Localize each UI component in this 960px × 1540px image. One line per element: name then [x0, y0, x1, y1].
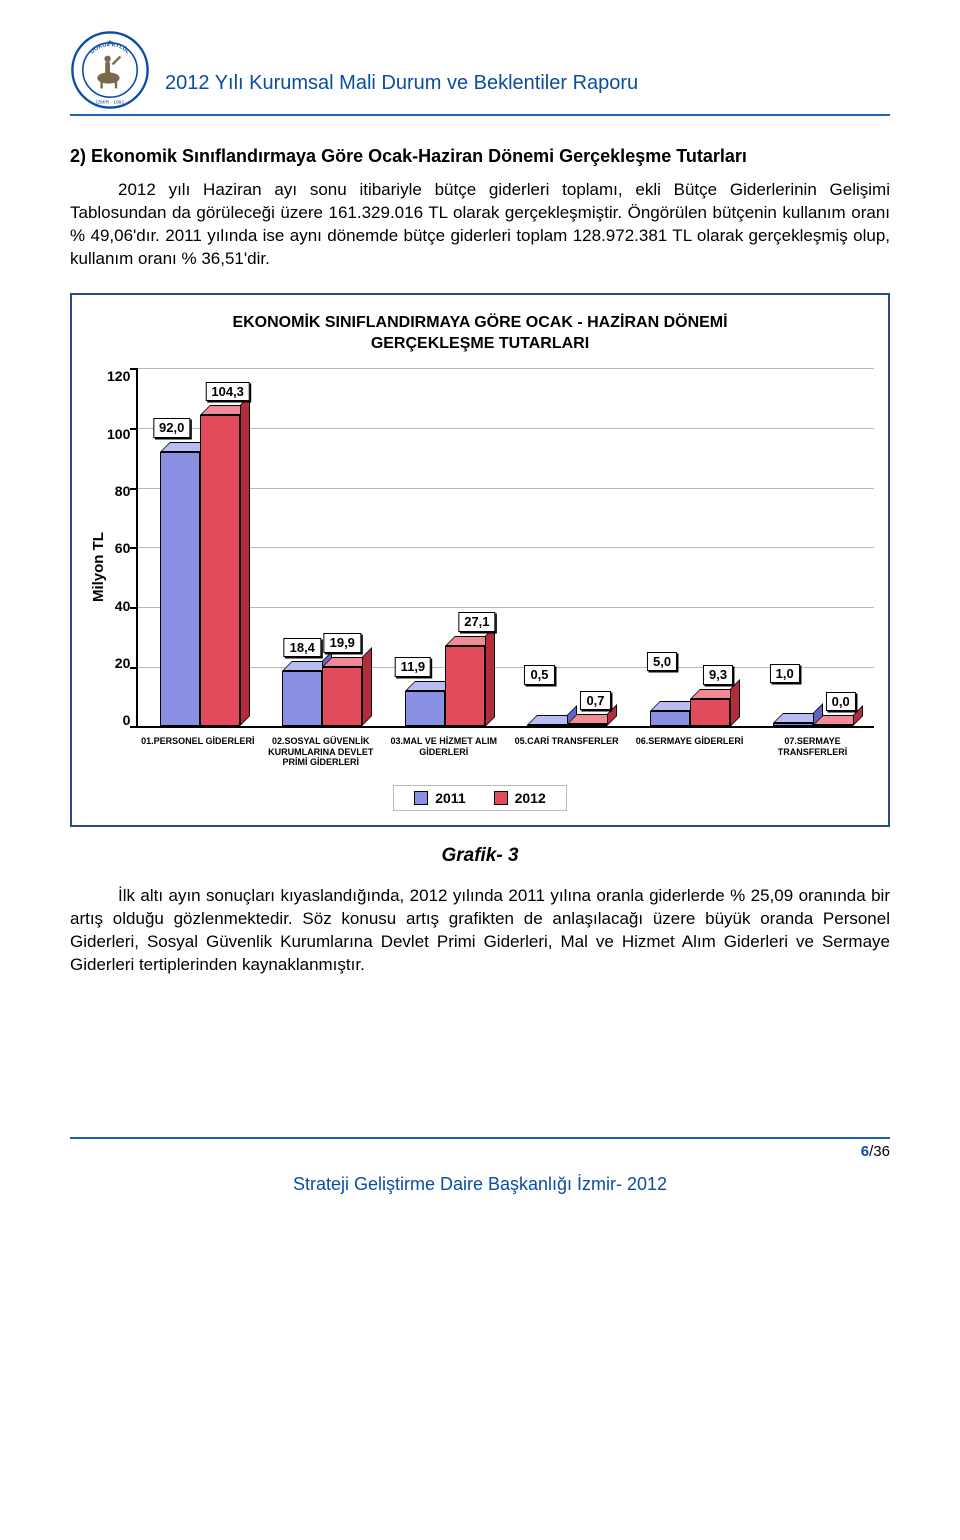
chart-title-line1: EKONOMİK SINIFLANDIRMAYA GÖRE OCAK - HAZ… [232, 314, 727, 331]
bar-value-label: 19,9 [324, 633, 361, 653]
bar [813, 725, 853, 726]
bar-value-label: 0,5 [524, 665, 554, 685]
bar-group: 11,9 27,1 [384, 368, 507, 726]
chart-container: EKONOMİK SINIFLANDIRMAYA GÖRE OCAK - HAZ… [70, 293, 890, 828]
bar-value-label: 5,0 [647, 652, 677, 672]
bar-value-label: 0,0 [826, 692, 856, 712]
y-tick-label: 60 [115, 540, 131, 556]
bar [567, 724, 607, 726]
bar [160, 452, 200, 726]
chart-plot-area: Milyon TL 120100806040200 92,0104,318,41… [86, 368, 874, 767]
university-logo: ★ DOKUZ EYLÜL İZMİR · 1982 [70, 30, 150, 110]
bar-value-label: 104,3 [205, 382, 250, 402]
bar-value-label: 1,0 [770, 664, 800, 684]
bar-value-label: 92,0 [153, 418, 190, 438]
y-tick-label: 0 [123, 712, 131, 728]
legend-item-2012: 2012 [494, 790, 546, 806]
legend-label-2012: 2012 [515, 790, 546, 806]
bar-group: 92,0 104,3 [138, 368, 261, 726]
page-header: ★ DOKUZ EYLÜL İZMİR · 1982 2012 Yılı Kur… [70, 30, 890, 110]
chart-caption: Grafik- 3 [70, 845, 890, 867]
bar [650, 711, 690, 726]
bar-group: 18,419,9 [261, 368, 384, 726]
bar-value-label: 0,7 [580, 691, 610, 711]
page-total: /36 [869, 1143, 890, 1160]
x-axis-label: 06.SERMAYE GİDERLERİ [628, 736, 751, 767]
legend-item-2011: 2011 [414, 790, 465, 806]
legend-label-2011: 2011 [435, 790, 465, 806]
x-axis-label: 03.MAL VE HİZMET ALIM GİDERLERİ [382, 736, 505, 767]
bar [773, 723, 813, 726]
page: ★ DOKUZ EYLÜL İZMİR · 1982 2012 Yılı Kur… [0, 0, 960, 1540]
bar [527, 725, 567, 726]
y-axis-label: Milyon TL [86, 368, 107, 767]
bar [282, 671, 322, 726]
legend-swatch-2011 [414, 791, 428, 805]
bar [405, 691, 445, 727]
intro-paragraph-1: 2012 yılı Haziran ayı sonu itibariyle bü… [70, 179, 890, 271]
bar-value-label: 11,9 [395, 657, 432, 677]
y-tick-label: 100 [107, 426, 130, 442]
footer-divider [70, 1137, 890, 1139]
x-axis-label: 02.SOSYAL GÜVENLİK KURUMLARINA DEVLET PR… [259, 736, 382, 767]
header-divider [70, 114, 890, 116]
report-title: 2012 Yılı Kurumsal Mali Durum ve Beklent… [165, 72, 638, 95]
x-axis-labels: 01.PERSONEL GİDERLERİ02.SOSYAL GÜVENLİK … [136, 736, 874, 767]
page-number: 6/36 [70, 1143, 890, 1160]
section-heading: 2) Ekonomik Sınıflandırmaya Göre Ocak-Ha… [70, 146, 890, 167]
x-axis-label: 05.CARİ TRANSFERLER [505, 736, 628, 767]
x-axis-label: 07.SERMAYE TRANSFERLERİ [751, 736, 874, 767]
bar-value-label: 9,3 [703, 665, 733, 685]
y-tick-label: 120 [107, 368, 130, 384]
bar [445, 646, 485, 727]
chart-title-line2: GERÇEKLEŞME TUTARLARI [371, 335, 589, 352]
bar [690, 699, 730, 727]
legend-swatch-2012 [494, 791, 508, 805]
plot-wrapper: 92,0 104,3 18,419,9 11,9 27,1 0,5 0,7 5,0 9,3 1,0… [136, 368, 874, 767]
chart-legend: 2011 2012 [393, 785, 567, 811]
bars-row: 92,0 104,3 18,419,9 11,9 27,1 0,5 0,7 5,0 9,3 1,0… [138, 368, 874, 726]
chart-title: EKONOMİK SINIFLANDIRMAYA GÖRE OCAK - HAZ… [86, 313, 874, 355]
bar-group: 1,0 0,0 [751, 368, 874, 726]
bar-value-label: 18,4 [284, 638, 321, 658]
y-tick-label: 20 [115, 655, 131, 671]
bar-group: 5,0 9,3 [629, 368, 752, 726]
bar-value-label: 27,1 [458, 612, 495, 632]
plot: 92,0 104,3 18,419,9 11,9 27,1 0,5 0,7 5,0 9,3 1,0… [136, 368, 874, 728]
x-axis-label: 01.PERSONEL GİDERLERİ [136, 736, 259, 767]
intro-paragraph-2: İlk altı ayın sonuçları kıyaslandığında,… [70, 885, 890, 977]
footer-organization: Strateji Geliştirme Daire Başkanlığı İzm… [70, 1174, 890, 1195]
bar [322, 667, 362, 726]
bar-group: 0,5 0,7 [506, 368, 629, 726]
page-current: 6 [861, 1143, 869, 1160]
bar [200, 415, 240, 726]
y-tick-label: 80 [115, 483, 131, 499]
y-tick-label: 40 [115, 598, 131, 614]
